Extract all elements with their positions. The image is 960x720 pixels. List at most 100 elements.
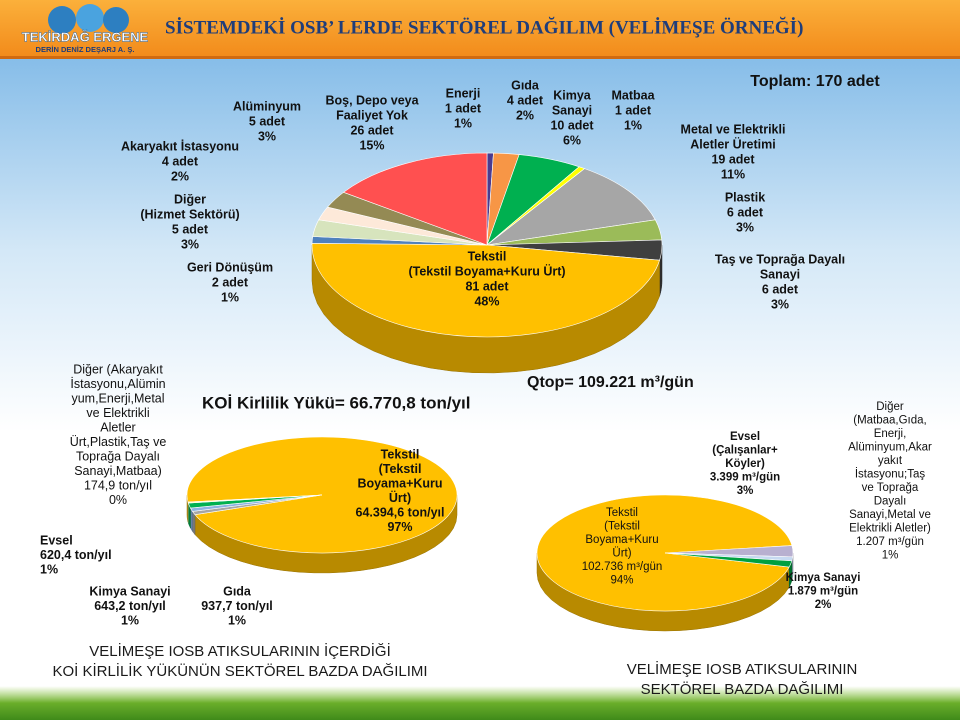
- slice-label: ve Toprağa: [862, 482, 919, 494]
- value-label: 6 adet: [762, 282, 799, 296]
- slice-label: Evsel: [40, 533, 73, 547]
- slice-label: Enerji: [446, 86, 481, 100]
- slice-label: Tekstil: [606, 507, 638, 519]
- slice-label: (Matbaa,Gıda,: [853, 415, 927, 427]
- value-label: 620,4 ton/yıl: [40, 548, 112, 562]
- percent-label: 0%: [109, 493, 127, 507]
- value-label: 4 adet: [162, 154, 199, 168]
- logo-drop: [48, 6, 76, 34]
- slice-side: [190, 507, 193, 533]
- slice-label: Tekstil: [468, 249, 507, 263]
- percent-label: 1%: [221, 290, 239, 304]
- slice: [664, 552, 793, 568]
- value-label: 6 adet: [727, 205, 764, 219]
- slice-label: Tekstil: [381, 447, 420, 461]
- value-label: 1.879 m³/gün: [788, 586, 858, 598]
- percent-label: 11%: [721, 167, 745, 181]
- grass: [0, 686, 960, 720]
- percent-label: 48%: [474, 294, 499, 308]
- logo-drop: [76, 4, 104, 32]
- value-label: 81 adet: [465, 279, 509, 293]
- value-label: 26 adet: [350, 123, 394, 137]
- percent-label: 1%: [228, 613, 246, 627]
- slice-label: Sanayi,Matbaa): [74, 464, 162, 478]
- slice: [311, 242, 660, 338]
- slice-label: (Çalışanlar+: [712, 445, 778, 457]
- chart-title: Toplam: 170 adet: [750, 73, 880, 90]
- logo-sub: DERİN DENİZ DEŞARJ A. Ş.: [36, 45, 135, 54]
- slice-label: Matbaa: [611, 88, 655, 102]
- slice: [536, 494, 793, 612]
- logo-name: TEKİRDAĞ ERGENE: [22, 29, 149, 44]
- value-label: 64.394,6 ton/yıl: [356, 505, 445, 519]
- slice-label: Diğer: [876, 401, 904, 413]
- slice-label: Sanayi: [552, 103, 592, 117]
- value-label: 937,7 ton/yıl: [201, 599, 273, 613]
- slice-label: yum,Enerji,Metal: [71, 391, 164, 405]
- chart-caption: VELİMEŞE IOSB ATIKSULARININ İÇERDİĞİ: [89, 642, 390, 660]
- value-label: 5 adet: [172, 222, 209, 236]
- percent-label: 94%: [610, 575, 633, 587]
- chart-title: KOİ Kirlilik Yükü= 66.770,8 ton/yıl: [202, 393, 471, 412]
- percent-label: 97%: [387, 520, 412, 534]
- percent-label: 1%: [454, 116, 472, 130]
- value-label: 10 adet: [550, 118, 594, 132]
- slice-label: Aletler: [100, 420, 135, 434]
- slice-label: Gıda: [511, 78, 540, 92]
- slice-side: [192, 510, 196, 536]
- value-label: 1.207 m³/gün: [856, 536, 924, 548]
- slice-label: Köyler): [725, 458, 765, 470]
- slice-label: Alüminyum,Akar: [848, 442, 932, 454]
- percent-label: 3%: [181, 237, 199, 251]
- slice-label: Boyama+Kuru: [585, 534, 658, 546]
- slice-label: Evsel: [730, 431, 760, 443]
- slice-label: Elektrikli Aletler): [849, 523, 931, 535]
- slice-label: Akaryakıt İstasyonu: [121, 138, 239, 153]
- slice-label: Alüminyum: [233, 99, 301, 113]
- percent-label: 3%: [771, 297, 789, 311]
- slice-label: Boş, Depo veya: [325, 93, 419, 107]
- slice-label: Boyama+Kuru: [357, 476, 442, 490]
- percent-label: 3%: [736, 220, 754, 234]
- slice-label: Gıda: [223, 584, 252, 598]
- value-label: 4 adet: [507, 93, 544, 107]
- slice-label: Kimya Sanayi: [786, 572, 861, 584]
- slice: [187, 494, 323, 504]
- percent-label: 1%: [624, 118, 642, 132]
- slice-label: Toprağa Dayalı: [76, 449, 160, 463]
- slice-label: Sanayi,Metal ve: [849, 509, 931, 521]
- slice: [342, 152, 488, 246]
- percent-label: 2%: [516, 108, 534, 122]
- value-label: 174,9 ton/yıl: [84, 478, 152, 492]
- percent-label: 2%: [171, 169, 189, 183]
- logo-drop: [103, 7, 129, 33]
- percent-label: 3%: [258, 129, 276, 143]
- slice-label: Metal ve Elektrikli: [681, 122, 786, 136]
- value-label: 1 adet: [615, 103, 652, 117]
- slice-label: (Tekstil: [604, 521, 640, 533]
- slice-label: Aletler Üretimi: [690, 136, 775, 151]
- slice-label: ve Elektrikli: [86, 406, 149, 420]
- header-bar: [0, 0, 960, 58]
- logo: [48, 4, 129, 34]
- slice-label: yakıt: [878, 455, 903, 467]
- value-label: 643,2 ton/yıl: [94, 599, 166, 613]
- slice-label: Ürt): [389, 490, 411, 505]
- slice-label: İstasyonu,Alümin: [70, 377, 165, 391]
- header-rule: [0, 56, 960, 59]
- value-label: 19 adet: [711, 152, 755, 166]
- value-label: 5 adet: [249, 114, 286, 128]
- value-label: 1 adet: [445, 101, 482, 115]
- percent-label: 3%: [737, 485, 754, 497]
- percent-label: 1%: [882, 550, 899, 562]
- slice-label: Dayalı: [874, 496, 907, 508]
- slice-label: Diğer (Akaryakıt: [73, 362, 163, 376]
- slice-label: Geri Dönüşüm: [187, 260, 273, 274]
- slice-label: Plastik: [725, 190, 765, 204]
- slice-label: Kimya Sanayi: [89, 584, 170, 598]
- chart-caption: KOİ KİRLİLİK YÜKÜNÜN SEKTÖREL BAZDA DAĞI…: [52, 662, 427, 680]
- percent-label: 6%: [563, 133, 581, 147]
- chart-caption: SEKTÖREL BAZDA DAĞILIMI: [641, 680, 844, 698]
